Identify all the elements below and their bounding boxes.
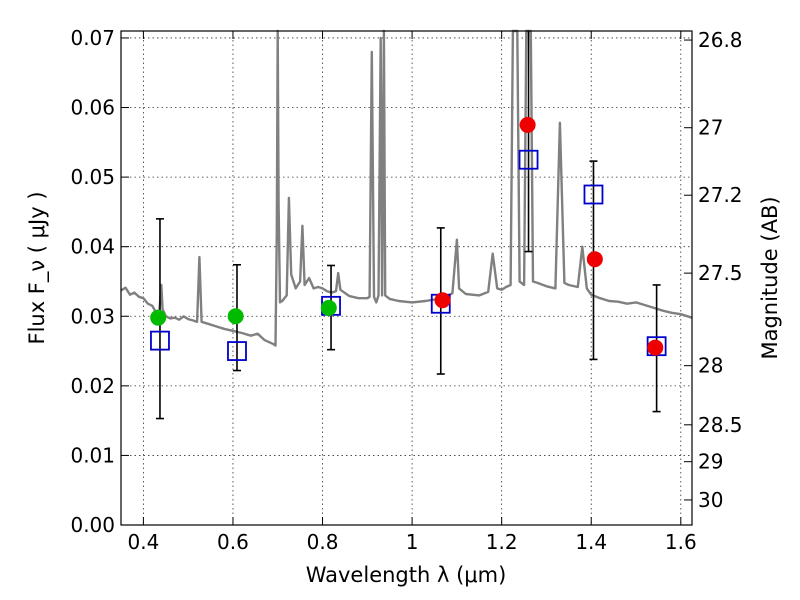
model-square-point (518, 149, 539, 170)
red-data-point (519, 116, 536, 133)
y-tick-label: 0.06 (70, 96, 115, 120)
x-tick-label: 1.4 (575, 530, 607, 554)
x-tick-label: 0.8 (307, 530, 339, 554)
y-tick-label: 0.04 (70, 235, 115, 259)
right-tick-label: 26.8 (698, 28, 743, 52)
x-tick-label: 0.4 (127, 530, 159, 554)
x-tick-label: 1 (406, 530, 419, 554)
y-tick-label: 0.01 (70, 443, 115, 467)
model-square-layer (150, 149, 667, 361)
x-tick-label: 1.6 (665, 530, 697, 554)
right-tick-label: 27 (698, 116, 723, 140)
green-data-point (227, 308, 244, 325)
model-square-point (150, 330, 170, 351)
red-data-point (647, 339, 664, 356)
y-tick-label: 0.05 (70, 165, 115, 189)
x-tick-label: 1.2 (486, 530, 518, 554)
red-data-point (586, 251, 603, 268)
y-tick-label: 0.03 (70, 304, 115, 328)
observed-circle-layer (150, 116, 664, 356)
right-tick-label: 30 (698, 488, 723, 512)
red-data-point (434, 292, 451, 309)
right-tick-label: 27.5 (698, 261, 743, 285)
tick-layer: 0.4 0.6 0.8 1 1.2 1.4 1.6 0.00 0.01 0.02 0.03 0.04 0… (70, 26, 742, 554)
y-axis-label: Flux F_ν ( μJy ) (25, 191, 50, 344)
x-tick-label: 0.6 (217, 530, 249, 554)
y-tick-label: 0.00 (70, 513, 115, 537)
right-tick-label: 29 (698, 450, 723, 474)
plot-frame (120, 30, 693, 526)
y-tick-label: 0.02 (70, 374, 115, 398)
model-square-point (583, 184, 604, 205)
spectrum-line (120, 29, 693, 347)
right-tick-label: 28 (698, 354, 723, 378)
green-data-point (320, 299, 337, 316)
y-axis-right-label: Magnitude (AB) (758, 196, 782, 359)
model-square-point (227, 341, 247, 361)
green-data-point (150, 309, 167, 326)
y-tick-label: 0.07 (70, 26, 115, 50)
x-axis-label: Wavelength λ (μm) (306, 563, 507, 587)
spectrum-layer (120, 29, 693, 347)
right-tick-label: 28.5 (698, 413, 743, 437)
right-tick-label: 27.2 (698, 183, 743, 207)
